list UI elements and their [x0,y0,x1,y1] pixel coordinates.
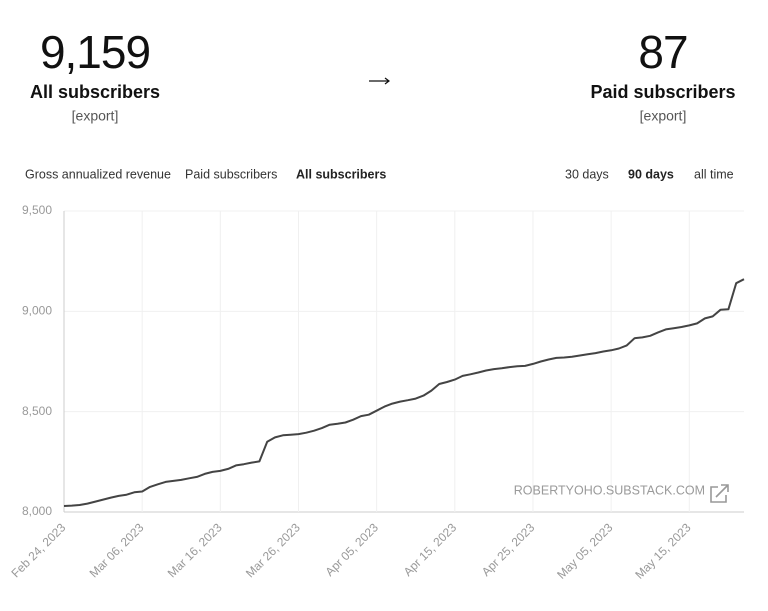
tab[interactable]: All subscribers [296,167,386,181]
export-link[interactable]: [export] [640,108,687,124]
range-option[interactable]: 30 days [565,167,609,181]
tab[interactable]: Paid subscribers [185,167,277,181]
line-series [63,278,745,507]
x-tick-label: Apr 15, 2023 [401,520,460,579]
stat-label: Paid subscribers [590,82,735,102]
range-option[interactable]: all time [694,167,734,181]
x-tick-label: Apr 05, 2023 [323,520,382,579]
tab[interactable]: Gross annualized revenue [25,167,171,181]
range-option[interactable]: 90 days [628,167,674,181]
y-tick-label: 9,500 [22,203,52,217]
external-link-icon[interactable] [710,484,729,503]
y-tick-label: 8,000 [22,504,52,518]
arrow [369,77,390,85]
stat-label: All subscribers [30,82,160,102]
export-link[interactable]: [export] [72,108,119,124]
ranges: 30 days 90 days all time [565,167,734,181]
y-tick-label: 8,500 [22,404,52,418]
x-tick-label: May 05, 2023 [554,520,616,582]
x-tick-label: Mar 26, 2023 [243,520,303,580]
x-tick-label: May 15, 2023 [632,520,694,582]
x-tick-label: Mar 06, 2023 [87,520,147,580]
watermark: ROBERTYOHO.SUBSTACK.COM [514,483,705,497]
chart: 8,000 8,500 9,000 9,500 Feb 24, 2023 Mar 06, … [8,203,745,582]
tabs: Gross annualized revenue Paid subscribers… [25,167,386,181]
y-tick-label: 9,000 [22,304,52,318]
x-tick-label: Mar 16, 2023 [165,520,225,580]
x-tick-label: Apr 25, 2023 [479,520,538,579]
x-tick-label: Feb 24, 2023 [8,520,68,580]
stat-value: 9,159 [40,26,150,78]
stat-value: 87 [638,26,687,78]
